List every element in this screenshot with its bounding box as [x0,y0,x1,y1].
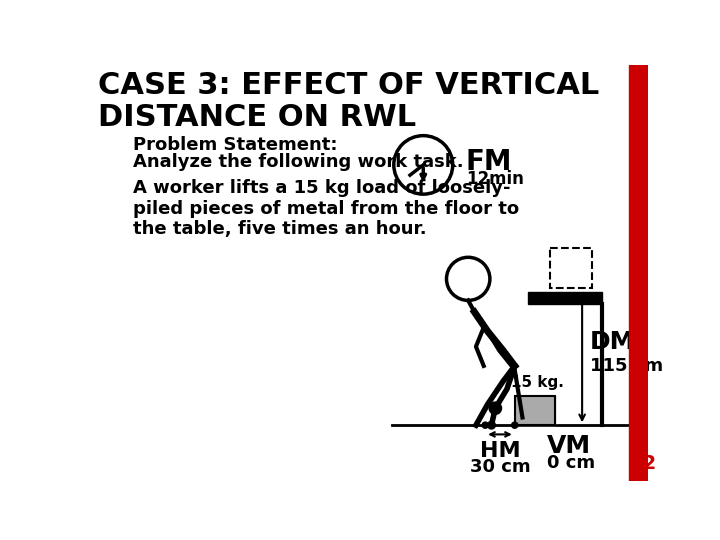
Circle shape [512,422,518,428]
Text: HM: HM [480,441,521,461]
Bar [629,65,648,481]
Circle shape [394,136,453,194]
Text: FM: FM [466,148,513,176]
Text: 12min: 12min [466,170,523,187]
Circle shape [487,421,495,429]
Text: DISTANCE ON RWL: DISTANCE ON RWL [98,103,416,132]
Bar [515,396,555,425]
Text: A worker lifts a 15 kg load of loosely-
piled pieces of metal from the floor to
: A worker lifts a 15 kg load of loosely- … [132,179,518,238]
Bar [528,292,601,304]
Bar [549,248,593,288]
Text: 115 cm: 115 cm [590,357,663,375]
Text: 0 cm: 0 cm [547,454,595,471]
Text: 15 kg.: 15 kg. [510,375,564,390]
Text: 62: 62 [630,454,657,473]
Circle shape [482,422,488,428]
Bar [515,396,555,425]
Text: Problem Statement:: Problem Statement: [132,136,337,154]
Text: VM: VM [547,434,591,458]
Text: Analyze the following work task.: Analyze the following work task. [132,153,463,171]
Text: CASE 3: EFFECT OF VERTICAL: CASE 3: EFFECT OF VERTICAL [98,71,599,100]
Circle shape [489,402,502,414]
Text: 30 cm: 30 cm [469,457,531,476]
Text: DM: DM [590,329,635,354]
